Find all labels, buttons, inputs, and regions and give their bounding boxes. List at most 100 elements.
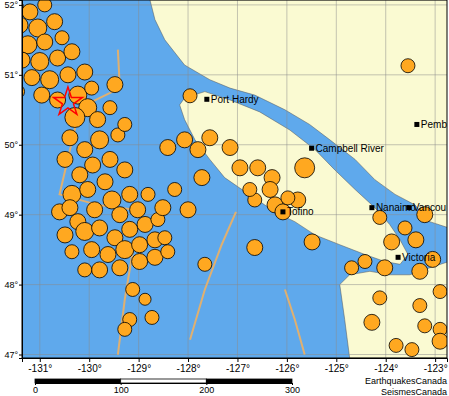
- earthquake: [401, 59, 415, 73]
- earthquake: [65, 245, 79, 259]
- earthquake: [413, 299, 427, 313]
- earthquake: [243, 182, 257, 196]
- grid-line: [188, 0, 189, 358]
- tick: -127°: [226, 358, 250, 374]
- grid-line: [286, 0, 287, 358]
- earthquake: [22, 36, 37, 54]
- grid-line: [22, 284, 447, 285]
- plate-boundary: [190, 212, 236, 340]
- earthquake: [141, 187, 155, 201]
- tick-label: -128°: [177, 363, 201, 374]
- tick-mark: [386, 358, 387, 362]
- earthquake: [168, 182, 182, 196]
- city-label: Nanaimo: [376, 202, 416, 213]
- earthquake: [112, 207, 128, 223]
- earthquake: [97, 174, 113, 190]
- earthquake: [72, 167, 88, 183]
- earthquake: [194, 170, 210, 186]
- earthquake: [122, 186, 138, 202]
- tick: 52°: [4, 0, 22, 10]
- earthquake: [107, 77, 123, 93]
- earthquake: [155, 200, 171, 216]
- tick-label: 0: [33, 385, 38, 395]
- earthquake: [84, 242, 100, 258]
- tick-label: -126°: [275, 363, 299, 374]
- earthquake: [190, 142, 206, 158]
- city-label: Pemb: [421, 119, 448, 130]
- earthquake: [384, 234, 400, 250]
- earthquake: [76, 222, 94, 240]
- earthquake: [247, 240, 263, 256]
- tick-label: 51°: [4, 70, 18, 80]
- plate-boundary: [285, 289, 305, 354]
- cities: Port HardyCampbell RiverTofinoNanaimoVan…: [204, 94, 447, 263]
- tick-label: -129°: [127, 363, 151, 374]
- city-marker: [406, 205, 411, 210]
- earthquake: [183, 89, 197, 103]
- tick-label: -123°: [424, 363, 448, 374]
- earthquake: [118, 117, 132, 131]
- earthquake: [62, 200, 78, 216]
- tick-label: 47°: [4, 350, 18, 360]
- plot-area: [22, 0, 447, 358]
- city-marker: [280, 209, 285, 214]
- earthquake: [180, 202, 196, 218]
- tick-label: -125°: [325, 363, 349, 374]
- map: Port HardyCampbell RiverTofinoNanaimoVan…: [0, 0, 449, 396]
- earthquake: [198, 257, 212, 271]
- scale-segment: [121, 379, 207, 383]
- tick-mark: [336, 358, 337, 362]
- credit: EarthquakesCanada: [365, 376, 447, 386]
- earthquake: [57, 151, 73, 167]
- tick-mark: [237, 358, 238, 362]
- city-marker: [204, 97, 209, 102]
- earthquake: [47, 14, 63, 30]
- earthquake: [64, 44, 80, 60]
- earthquake: [117, 162, 133, 178]
- axis-line: [23, 359, 448, 363]
- earthquake: [78, 263, 92, 277]
- earthquake: [80, 181, 96, 197]
- credit: SeismesCanada: [381, 387, 447, 396]
- tick: -124°: [374, 358, 398, 374]
- tick-mark: [188, 358, 189, 362]
- earthquake: [132, 254, 148, 270]
- grid-line: [138, 0, 139, 358]
- earthquake: [377, 260, 393, 276]
- tick-label: 300: [285, 385, 300, 395]
- tick-mark: [19, 5, 22, 6]
- earthquake: [432, 333, 447, 349]
- grid-line: [435, 0, 436, 358]
- earthquake: [116, 241, 134, 259]
- axis-line: [36, 384, 293, 386]
- tick-label: -131°: [28, 363, 52, 374]
- scale-bar: 0100200300: [33, 379, 300, 395]
- earthquake: [177, 132, 193, 148]
- tick: -128°: [177, 358, 201, 374]
- earthquake: [126, 282, 140, 296]
- tick: -126°: [275, 358, 299, 374]
- scale-segment: [35, 379, 121, 383]
- tick: -129°: [127, 358, 151, 374]
- city-marker: [369, 205, 374, 210]
- earthquake: [60, 67, 76, 83]
- grid-line: [22, 354, 447, 355]
- earthquake: [57, 227, 73, 243]
- earthquake: [100, 247, 116, 263]
- tick-mark: [40, 358, 41, 362]
- earthquake: [37, 34, 53, 50]
- tick-mark: [19, 145, 22, 146]
- city-marker: [309, 146, 314, 151]
- tick-mark: [19, 355, 22, 356]
- earthquake: [160, 140, 176, 156]
- earthquakes: [22, 0, 447, 357]
- tick: -125°: [325, 358, 349, 374]
- earthquake: [161, 245, 175, 259]
- earthquake: [250, 160, 266, 176]
- earthquake: [232, 160, 248, 176]
- earthquake: [281, 191, 295, 205]
- earthquake: [145, 310, 159, 324]
- tick-mark: [19, 215, 22, 216]
- scale-axis: 0100200300: [33, 383, 300, 395]
- earthquake: [295, 158, 315, 178]
